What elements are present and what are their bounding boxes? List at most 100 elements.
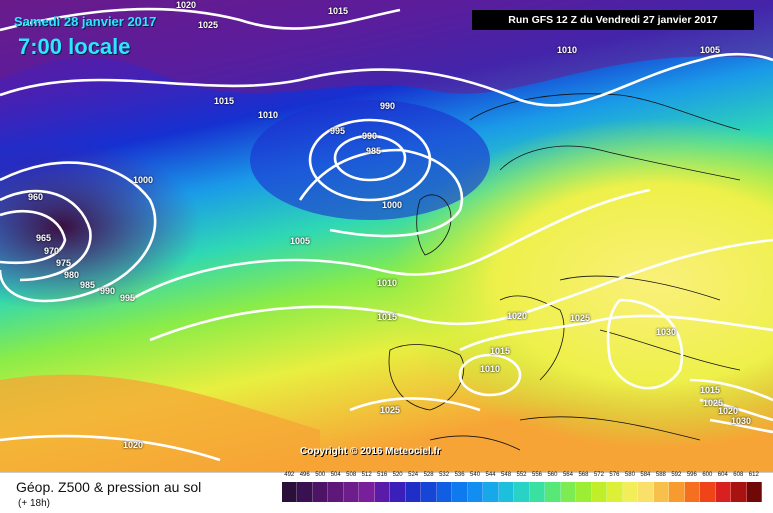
isobar-label: 1025	[198, 20, 219, 30]
isobar-label: 1015	[490, 346, 511, 356]
scale-label: 516	[377, 472, 388, 478]
scale-label: 580	[624, 472, 635, 478]
scale-label: 560	[547, 472, 558, 478]
scale-label: 520	[392, 472, 403, 478]
isobar-label: 1010	[480, 364, 501, 374]
scale-cell: 524	[405, 472, 422, 502]
scale-label: 548	[501, 472, 512, 478]
isobar-label: 1005	[290, 236, 311, 246]
isobar-label: 965	[36, 233, 52, 243]
forecast-local-time: 7:00 locale	[18, 34, 131, 59]
isobar-label: 985	[80, 280, 96, 290]
scale-label: 504	[330, 472, 341, 478]
scale-cell: 512	[359, 472, 375, 502]
scale-label: 532	[439, 472, 450, 478]
run-info: Run GFS 12 Z du Vendredi 27 janvier 2017	[472, 10, 754, 30]
scale-cell: 604	[715, 472, 732, 502]
isobar-label: 970	[44, 246, 60, 256]
scale-cell: 500	[312, 472, 329, 502]
legend-subtitle: (+ 18h)	[18, 498, 50, 509]
isobar-label: 1020	[123, 440, 144, 450]
scale-label: 492	[284, 472, 295, 478]
isobar-label: 1015	[377, 312, 398, 322]
scale-cell: 600	[700, 472, 716, 502]
scale-cell: 544	[483, 472, 499, 502]
scale-label: 496	[299, 472, 310, 478]
scale-label: 524	[408, 472, 419, 478]
scale-cell: 520	[390, 472, 406, 502]
scale-cell: 608	[731, 472, 747, 502]
scale-cell: 540	[467, 472, 484, 502]
scale-label: 552	[516, 472, 527, 478]
legend-title: Géop. Z500 & pression au sol	[16, 479, 202, 495]
scale-label: 536	[454, 472, 465, 478]
scale-cell: 576	[607, 472, 623, 502]
scale-label: 500	[315, 472, 326, 478]
coastlines	[388, 93, 741, 451]
scale-cell: 612	[746, 472, 763, 502]
scale-cell: 548	[498, 472, 515, 502]
isobar-label: 1010	[557, 45, 578, 55]
scale-label: 596	[686, 472, 697, 478]
isobar-label: 1015	[328, 6, 349, 16]
isobar-label: 985	[366, 146, 382, 156]
scale-cell: 580	[622, 472, 639, 502]
isobar-label: 1030	[731, 416, 752, 426]
scale-cell: 552	[514, 472, 530, 502]
scale-label: 572	[593, 472, 604, 478]
isobar-label: 1025	[380, 405, 401, 415]
isobar-label: 1015	[700, 385, 721, 395]
isobar-label: 1025	[570, 313, 591, 323]
scale-cell: 560	[545, 472, 561, 502]
scale-label: 544	[485, 472, 496, 478]
isobar-label: 975	[56, 258, 72, 268]
isobar-label: 1000	[133, 175, 154, 185]
scale-label: 612	[748, 472, 759, 478]
scale-cell: 568	[576, 472, 592, 502]
scale-cell: 532	[436, 472, 453, 502]
isobar-label: 1005	[700, 45, 721, 55]
scale-label: 528	[423, 472, 434, 478]
scale-label: 556	[531, 472, 542, 478]
scale-cell: 508	[343, 472, 360, 502]
scale-cell: 528	[421, 472, 437, 502]
scale-cell: 588	[653, 472, 670, 502]
isobar-label: 960	[28, 192, 44, 202]
scale-label: 604	[717, 472, 728, 478]
isobar-label: 990	[100, 286, 116, 296]
scale-label: 568	[578, 472, 589, 478]
scale-cell: 504	[328, 472, 344, 502]
copyright: Copyright © 2016 Meteociel.fr	[300, 446, 441, 457]
forecast-date: Samedi 28 janvier 2017	[14, 14, 157, 29]
isobar-label: 1000	[382, 200, 403, 210]
scale-label: 584	[640, 472, 651, 478]
isobar-label: 1015	[214, 96, 235, 106]
scale-cell: 592	[669, 472, 685, 502]
isobar-label: 1020	[507, 311, 528, 321]
scale-label: 508	[346, 472, 357, 478]
isobar-label: 1010	[377, 278, 398, 288]
geopotential-map	[0, 0, 773, 472]
scale-label: 540	[470, 472, 481, 478]
scale-label: 564	[562, 472, 573, 478]
scale-cell: 572	[591, 472, 608, 502]
color-scale: 492 496 500 504 508 512 516 520 524 528 532 536 540 5…	[282, 472, 763, 502]
scale-cell: 564	[560, 472, 577, 502]
isobar-label: 990	[362, 131, 378, 141]
scale-label: 512	[361, 472, 372, 478]
isobar-label: 995	[120, 293, 136, 303]
isobar-label: 990	[380, 101, 396, 111]
scale-label: 600	[702, 472, 713, 478]
scale-cell: 492	[282, 472, 298, 502]
scale-label: 608	[733, 472, 744, 478]
isobar-label: 1020	[176, 0, 197, 10]
isobar-label: 1030	[656, 327, 677, 337]
scale-cell: 496	[297, 472, 313, 502]
scale-label: 592	[671, 472, 682, 478]
map-area: Samedi 28 janvier 2017 7:00 locale Run G…	[0, 0, 773, 472]
scale-cell: 596	[684, 472, 701, 502]
scale-cell: 584	[638, 472, 654, 502]
isobars	[0, 7, 773, 462]
isobar-label: 995	[330, 126, 346, 136]
